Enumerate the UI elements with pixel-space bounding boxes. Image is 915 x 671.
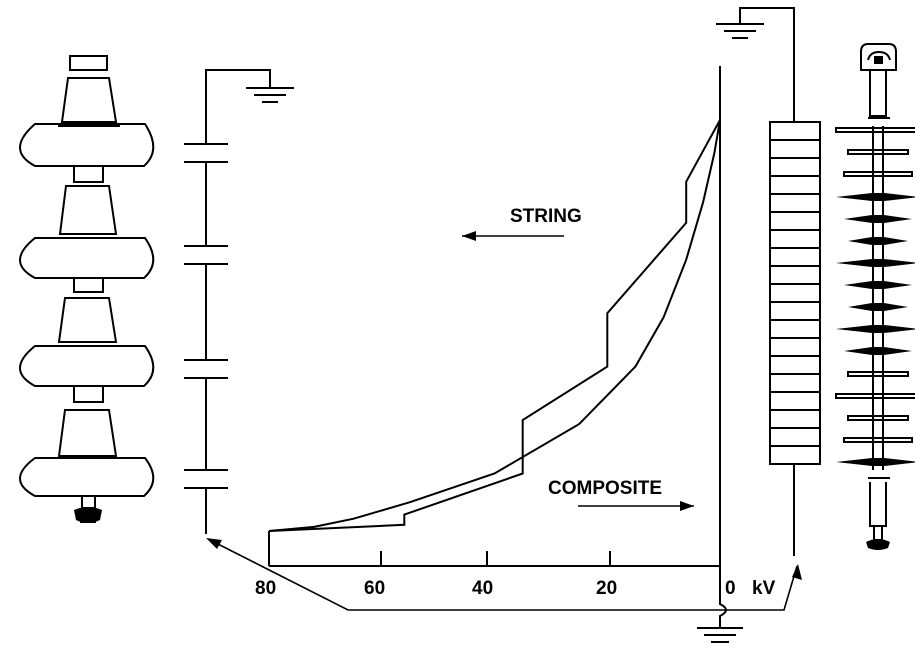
tick-label-40: 40 <box>472 578 493 599</box>
weather-shed <box>844 281 912 289</box>
composite-label-group: COMPOSITE <box>548 478 694 511</box>
weather-shed <box>836 325 915 333</box>
string-label-group: STRING <box>462 206 582 241</box>
weather-shed <box>836 193 915 201</box>
weather-shed <box>835 393 915 399</box>
weather-shed <box>847 371 909 377</box>
weather-shed <box>843 437 913 443</box>
composite-insulator <box>835 43 915 550</box>
top-ground-symbol <box>246 87 294 103</box>
top-right-ground-symbol <box>716 23 764 39</box>
line-end-fitting <box>74 496 102 523</box>
string-label: STRING <box>510 206 582 227</box>
disc-insulator-string <box>19 55 155 523</box>
disc-insulator-4 <box>19 386 155 497</box>
return-connection <box>206 538 802 611</box>
disc-insulator-2 <box>19 166 155 279</box>
composite-voltage-curve <box>268 119 721 532</box>
weather-shed <box>847 415 909 421</box>
weather-shed <box>844 215 912 223</box>
capacitor-chain <box>184 69 294 534</box>
x-axis-tick-labels: 80 60 40 20 0 kV <box>255 578 776 599</box>
bottom-ground-symbol <box>697 627 743 643</box>
disc-insulator-1 <box>19 55 155 167</box>
column-segments <box>770 139 820 447</box>
weather-shed <box>848 237 908 245</box>
bottom-end-fitting <box>866 477 890 550</box>
disc-insulator-3 <box>19 278 155 387</box>
weather-shed <box>843 171 913 177</box>
zero-kv-vertical-line <box>719 66 727 628</box>
string-voltage-curve <box>268 119 721 532</box>
weather-shed <box>835 127 915 133</box>
weather-shed <box>847 149 909 155</box>
tick-label-80: 80 <box>255 578 276 599</box>
composite-equivalent-column <box>716 7 821 556</box>
weather-shed <box>836 458 915 466</box>
tick-label-60: 60 <box>364 578 385 599</box>
tick-label-20: 20 <box>596 578 617 599</box>
axis-unit-label: kV <box>752 578 776 599</box>
weather-sheds <box>835 127 915 466</box>
voltage-distribution-chart: 80 60 40 20 0 kV STRING COMPOSITE <box>206 66 802 643</box>
x-axis-ticks <box>380 551 611 566</box>
core-rod <box>872 126 884 470</box>
composite-label: COMPOSITE <box>548 478 662 499</box>
weather-shed <box>844 347 912 355</box>
tick-label-0: 0 <box>725 578 736 599</box>
top-end-fitting <box>860 43 897 119</box>
weather-shed <box>836 259 915 267</box>
weather-shed <box>848 303 908 311</box>
